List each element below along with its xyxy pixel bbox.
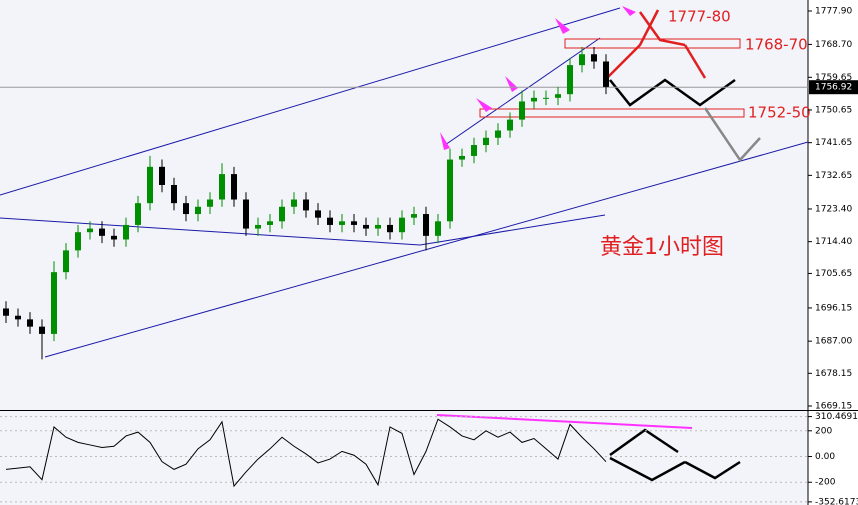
oscillator-arrows [609, 428, 741, 482]
candle-body [423, 214, 429, 236]
last-price-label: 1756.92 [815, 83, 852, 93]
divergence-line [436, 414, 693, 429]
candle-body [27, 319, 33, 327]
candle-body [495, 130, 501, 138]
y-tick-label: 1678.15 [815, 369, 852, 379]
candle-body [219, 174, 225, 200]
y-tick-label: -352.6173 [815, 497, 858, 505]
candle-body [195, 206, 201, 215]
y-tick-label: 1714.40 [815, 237, 852, 247]
candle-body [375, 224, 381, 229]
candle-body [591, 54, 597, 62]
candle-body [3, 308, 9, 316]
candle-body [507, 119, 513, 131]
candle-body [351, 221, 357, 225]
candle-body [483, 137, 489, 146]
oscillator-panel [0, 411, 808, 505]
candle-body [519, 101, 525, 120]
candle-body [135, 203, 141, 225]
candle-body [255, 224, 261, 229]
candle-body [147, 166, 153, 204]
candle-body [243, 199, 249, 229]
candle-body [603, 61, 609, 87]
candle-body [387, 224, 393, 233]
candle-body [363, 224, 369, 229]
y-tick-label: 1741.65 [815, 138, 852, 148]
candle-body [567, 65, 573, 95]
channel-line [0, 217, 421, 246]
y-tick-label: 1768.70 [815, 40, 852, 50]
candle-body [207, 199, 213, 207]
y-tick-label: 1777.90 [815, 7, 852, 17]
candle-body [159, 166, 165, 185]
candle-body [51, 272, 57, 334]
candle-body [111, 235, 117, 240]
y-tick-label: 310.4691 [815, 412, 858, 422]
candle-body [291, 199, 297, 207]
candle-body [231, 174, 237, 200]
last-price-box [809, 80, 858, 95]
candle-body [339, 221, 345, 225]
zone-box [479, 108, 745, 118]
candle-body [579, 54, 585, 66]
chart-title: 黄金1小时图 [600, 235, 724, 260]
candle-body [303, 199, 309, 211]
annotation: 1768-70 [745, 36, 808, 54]
annotation: 1752-50 [748, 104, 811, 122]
candle-body [315, 210, 321, 218]
candle-body [447, 159, 453, 222]
candle-body [399, 217, 405, 233]
candle-body [183, 203, 189, 215]
projection-arrows [604, 9, 761, 163]
signal-markers [440, 6, 636, 150]
y-tick-label: 1687.00 [815, 337, 852, 347]
y-tick-label: 200 [815, 426, 832, 436]
candle-body [75, 232, 81, 251]
candle-body [171, 184, 177, 204]
candle-body [531, 97, 537, 102]
candle-body [555, 94, 561, 98]
candle-body [99, 228, 105, 236]
candle-body [279, 206, 285, 222]
y-tick-label: 1732.65 [815, 171, 852, 181]
candle-body [267, 221, 273, 225]
candle-body [411, 214, 417, 218]
candle-body [435, 221, 441, 236]
candle-body [327, 217, 333, 225]
candle-body [459, 155, 465, 160]
y-tick-label: 1705.65 [815, 269, 852, 279]
annotation: 1777-80 [668, 8, 731, 26]
candle-body [471, 145, 477, 156]
y-tick-label: 1759.65 [815, 73, 852, 83]
y-tick-label: 0.00 [815, 452, 835, 462]
y-tick-label: -200 [815, 478, 836, 488]
candle-body [543, 97, 549, 99]
y-tick-label: 1696.15 [815, 303, 852, 313]
y-tick-label: 1750.65 [815, 105, 852, 115]
candle-body [123, 224, 129, 240]
y-tick-label: 1669.15 [815, 402, 852, 412]
candle-body [39, 326, 45, 334]
channel-line [419, 214, 606, 246]
channel-line [0, 7, 621, 196]
candle-body [63, 250, 69, 273]
candle-body [87, 228, 93, 233]
candle-body [15, 315, 21, 320]
oscillator-line [5, 418, 607, 488]
zone-box [564, 38, 741, 49]
price-panel [0, 0, 808, 410]
y-tick-label: 1723.40 [815, 204, 852, 214]
